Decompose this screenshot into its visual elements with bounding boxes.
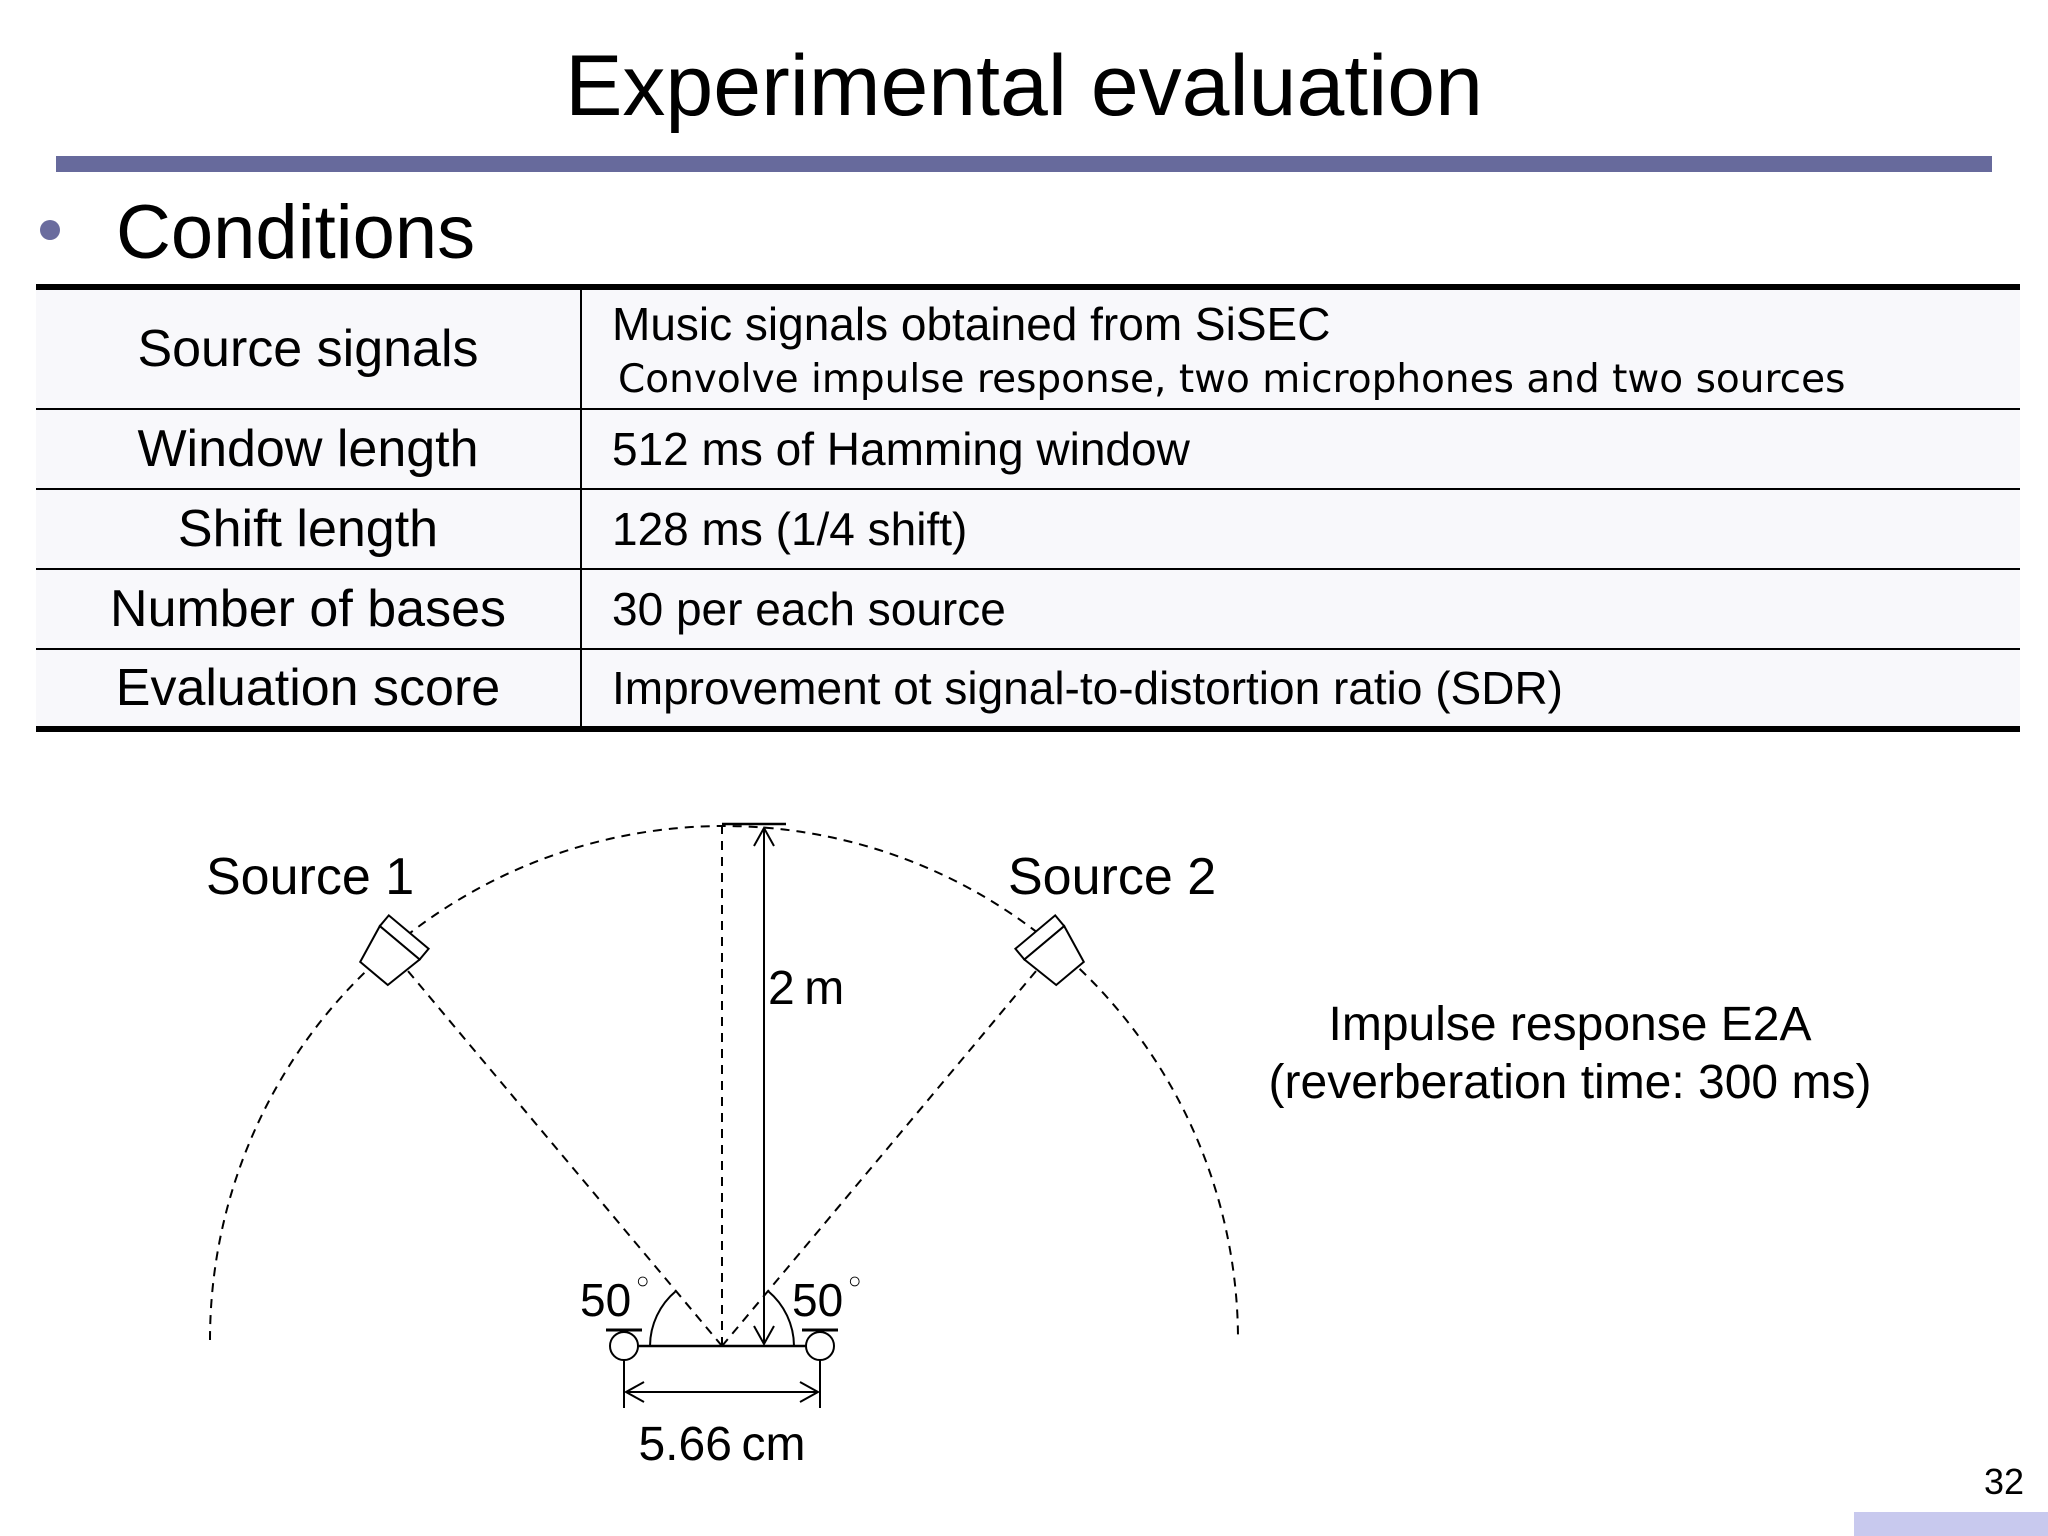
table-row: Evaluation score Improvement ot signal-t… (36, 649, 2020, 729)
arrowhead-down (753, 1325, 775, 1347)
bullet-icon (40, 220, 60, 240)
loudspeaker-2-icon (1013, 913, 1086, 987)
source-arc (209, 825, 1239, 1341)
angle-left-label: 50 (580, 1274, 631, 1326)
mic-left-icon (609, 1331, 639, 1361)
page-number: 32 (1983, 1461, 2024, 1502)
row-label: Number of bases (36, 569, 582, 650)
angle-right-label: 50 (792, 1274, 843, 1326)
row-value: 30 per each source (581, 569, 2020, 650)
section-heading: Conditions (116, 190, 476, 275)
table-row: Number of bases 30 per each source (36, 569, 2020, 650)
conditions-table: Source signals Music signals obtained fr… (36, 284, 2020, 732)
row-label: Window length (36, 409, 582, 490)
dashed-line-source1 (391, 951, 723, 1347)
row-value-sub: Convolve impulse response, two microphon… (618, 356, 1846, 402)
loudspeaker-1-icon (358, 913, 431, 987)
slide-title: Experimental evaluation (565, 38, 1483, 134)
mic-right-icon (805, 1331, 835, 1361)
setup-diagram: Source 1 Source 2 2 m 50 ○ 50 ○ 5.66 cm (206, 822, 1239, 1471)
source2-label: Source 2 (1008, 848, 1216, 906)
table-row: Window length 512 ms of Hamming window (36, 409, 2020, 490)
row-value-main: Music signals obtained from SiSEC (612, 297, 1331, 350)
table-row: Shift length 128 ms (1/4 shift) (36, 489, 2020, 570)
row-value: 128 ms (1/4 shift) (581, 489, 2020, 570)
page-corner-bar (1854, 1512, 2048, 1536)
spacing-arrowhead-left (623, 1381, 645, 1403)
title-underline (56, 156, 1992, 172)
mic-spacing-label: 5.66 cm (638, 1418, 805, 1471)
angle-right-degree: ○ (848, 1268, 861, 1293)
row-value: Improvement ot signal-to-distortion rati… (612, 662, 1563, 714)
diagram-caption: Impulse response E2A (reverberation time… (1230, 996, 1910, 1112)
caption-line-2: (reverberation time: 300 ms) (1268, 1056, 1872, 1109)
distance-label: 2 m (768, 962, 844, 1015)
source1-label: Source 1 (206, 848, 414, 906)
arrowhead-up (753, 825, 775, 847)
spacing-arrowhead-right (799, 1381, 821, 1403)
dashed-line-source2 (721, 951, 1053, 1347)
caption-line-1: Impulse response E2A (1328, 998, 1812, 1051)
row-value: Music signals obtained from SiSEC Convol… (581, 287, 2020, 410)
row-value: 512 ms of Hamming window (581, 409, 2020, 490)
row-label: Shift length (36, 489, 582, 570)
angle-arc-right (767, 1290, 795, 1347)
angle-left-degree: ○ (636, 1268, 649, 1293)
table-row: Source signals Music signals obtained fr… (36, 287, 2020, 410)
row-label: Source signals (36, 287, 582, 410)
angle-arc-left (649, 1290, 677, 1347)
row-label: Evaluation score (36, 649, 582, 729)
